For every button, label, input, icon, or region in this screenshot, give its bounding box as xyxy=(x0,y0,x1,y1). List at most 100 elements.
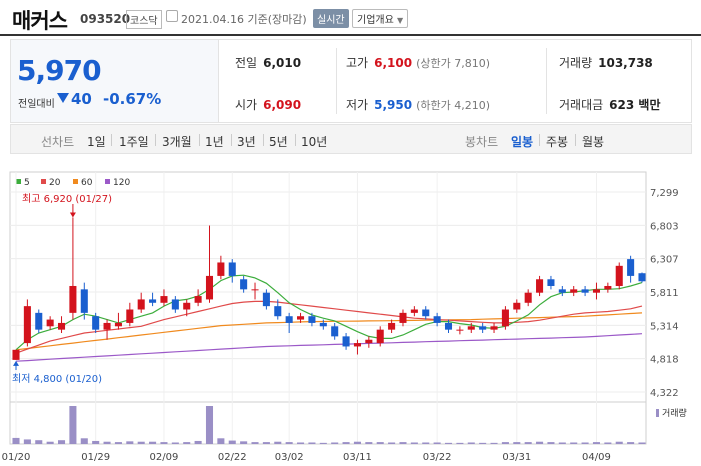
volume-bar xyxy=(376,442,384,444)
candle-body xyxy=(388,322,396,330)
candle-body xyxy=(308,316,316,323)
candle-weekly[interactable]: 주봉 xyxy=(546,135,569,149)
candle-body xyxy=(160,296,168,303)
volume-bar xyxy=(160,442,168,444)
volume-bar xyxy=(638,442,646,444)
legend-label: 5 xyxy=(24,178,30,188)
period-5y[interactable]: 5년 xyxy=(269,135,288,149)
legend-swatch xyxy=(16,179,21,184)
period-10y[interactable]: 10년 xyxy=(301,135,328,149)
period-1d[interactable]: 1일 xyxy=(87,135,106,149)
y-tick-label: 5,314 xyxy=(650,321,679,332)
legend-label: 120 xyxy=(113,178,130,188)
volume-bar xyxy=(251,442,259,444)
high-value: 6,100 xyxy=(374,56,413,70)
candle-body xyxy=(285,316,293,323)
candle-body xyxy=(376,329,384,344)
volume-bar xyxy=(353,441,361,444)
divider xyxy=(295,134,296,146)
company-info-button[interactable]: 기업개요 ▼ xyxy=(352,9,409,28)
divider xyxy=(336,48,337,114)
low-arrow-icon xyxy=(13,360,19,366)
volume-bar xyxy=(217,438,225,444)
candle-body xyxy=(126,309,134,323)
candle-body xyxy=(217,262,225,276)
volume-bar xyxy=(331,442,339,444)
volume-bar xyxy=(103,441,111,444)
volume-bar xyxy=(479,442,487,444)
candle-monthly[interactable]: 월봉 xyxy=(582,135,605,149)
candle-body xyxy=(604,285,612,290)
candle-body xyxy=(536,279,544,293)
y-tick-label: 4,322 xyxy=(650,388,679,399)
price-change: 40 xyxy=(71,90,92,108)
candle-body xyxy=(297,316,305,320)
volume-bar xyxy=(308,442,316,444)
chart-frame xyxy=(9,171,647,445)
volume-bar xyxy=(149,441,157,444)
low-value: 5,950 xyxy=(374,98,413,112)
period-3m[interactable]: 3개월 xyxy=(162,135,192,149)
volume-bar xyxy=(467,442,475,444)
divider xyxy=(575,134,576,146)
stock-name: 매커스 xyxy=(12,9,68,33)
legend-swatch xyxy=(73,179,78,184)
candle-body xyxy=(194,296,202,303)
volume-bar xyxy=(12,437,20,444)
period-1y[interactable]: 1년 xyxy=(205,135,224,149)
chevron-down-icon: ▼ xyxy=(397,16,404,25)
volume-bar xyxy=(319,442,327,444)
candle-body xyxy=(92,316,100,330)
candle-body xyxy=(69,285,77,313)
price-chart: 5 20 60 120 7,299 6,803 6,307 5,811 5,314 4,818 4,… xyxy=(2,171,687,463)
candle-body xyxy=(149,299,157,303)
legend-label: 60 xyxy=(81,178,93,188)
candle-body xyxy=(240,279,248,290)
prev-close-value: 6,010 xyxy=(263,56,302,70)
candle-body xyxy=(12,349,20,360)
candle-body xyxy=(524,292,532,303)
volume-bar xyxy=(388,442,396,444)
y-tick-label: 4,818 xyxy=(650,355,679,366)
ma20-line xyxy=(15,300,643,354)
volume-bar xyxy=(570,442,578,444)
candle-body xyxy=(319,322,327,327)
volume-legend-swatch xyxy=(656,409,659,417)
lower-limit: (하한가 4,210) xyxy=(416,99,490,112)
divider xyxy=(111,134,112,146)
candle-body xyxy=(479,326,487,330)
realtime-button[interactable]: 실시간 xyxy=(313,9,349,28)
volume-bar xyxy=(228,440,236,444)
candle-body xyxy=(513,302,521,310)
market-badge: 코스닥 xyxy=(126,10,162,29)
volume-bar xyxy=(433,442,441,444)
price-change-percent: -0.67% xyxy=(103,90,162,108)
candle-body xyxy=(615,265,623,286)
volume-bar xyxy=(35,440,43,444)
candle-body xyxy=(638,273,646,282)
volume-bar xyxy=(240,441,248,444)
volume-bar xyxy=(524,442,532,444)
candle-body xyxy=(467,326,475,330)
period-1w[interactable]: 1주일 xyxy=(119,135,149,149)
down-arrow-icon xyxy=(57,93,69,103)
volume-bar xyxy=(262,442,270,444)
high-price: 고가 6,100 (상한가 7,810) xyxy=(346,54,490,71)
candle-body xyxy=(183,302,191,310)
x-tick-label: 03/22 xyxy=(423,452,452,463)
x-tick-label: 02/09 xyxy=(150,452,179,463)
candle-body xyxy=(205,275,214,300)
divider xyxy=(199,134,200,146)
candle-body xyxy=(433,316,441,323)
candle-body xyxy=(35,312,43,330)
volume-bar xyxy=(57,440,66,444)
candle-chart-label: 봉차트 xyxy=(465,135,499,149)
candle-body xyxy=(57,322,66,330)
prev-close-label: 전일 xyxy=(235,56,258,70)
change-label: 전일대비 xyxy=(18,99,55,110)
period-3y[interactable]: 3년 xyxy=(237,135,256,149)
divider xyxy=(263,134,264,146)
high-arrow-icon xyxy=(69,212,76,218)
line-chart-label: 선차트 xyxy=(41,135,75,149)
candle-daily[interactable]: 일봉 xyxy=(511,135,534,149)
